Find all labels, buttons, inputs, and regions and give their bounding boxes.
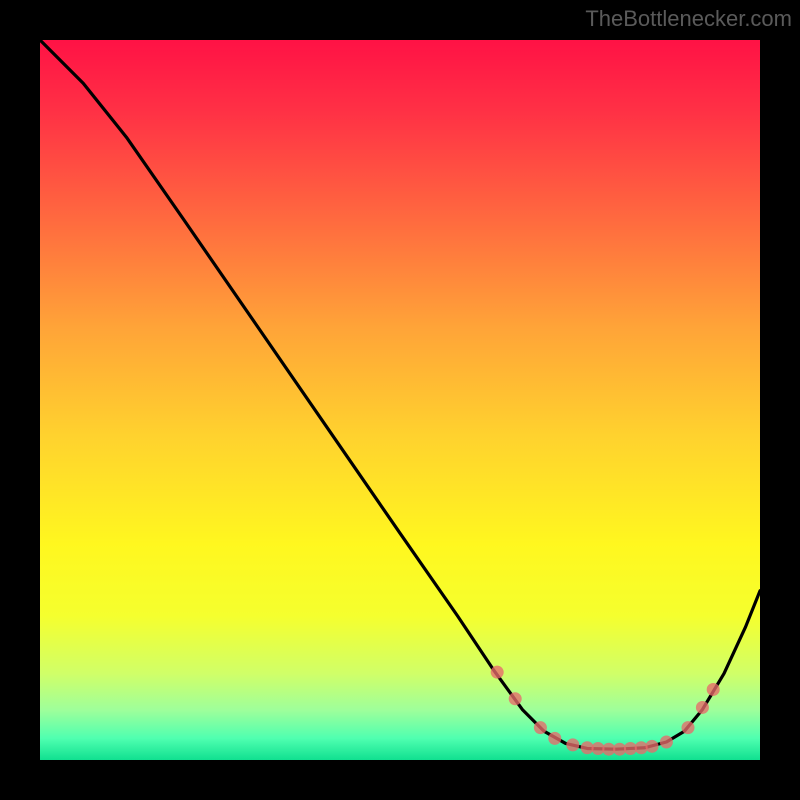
- marker-point: [548, 732, 561, 745]
- marker-point: [660, 736, 673, 749]
- marker-point: [707, 683, 720, 696]
- watermark-text: TheBottlenecker.com: [585, 6, 792, 31]
- marker-point: [509, 692, 522, 705]
- bottleneck-chart: TheBottlenecker.com: [0, 0, 800, 800]
- marker-point: [566, 738, 579, 751]
- marker-point: [682, 721, 695, 734]
- marker-point: [534, 721, 547, 734]
- plot-background: [40, 40, 760, 760]
- marker-point: [491, 666, 504, 679]
- marker-point: [696, 701, 709, 714]
- marker-point: [646, 740, 659, 753]
